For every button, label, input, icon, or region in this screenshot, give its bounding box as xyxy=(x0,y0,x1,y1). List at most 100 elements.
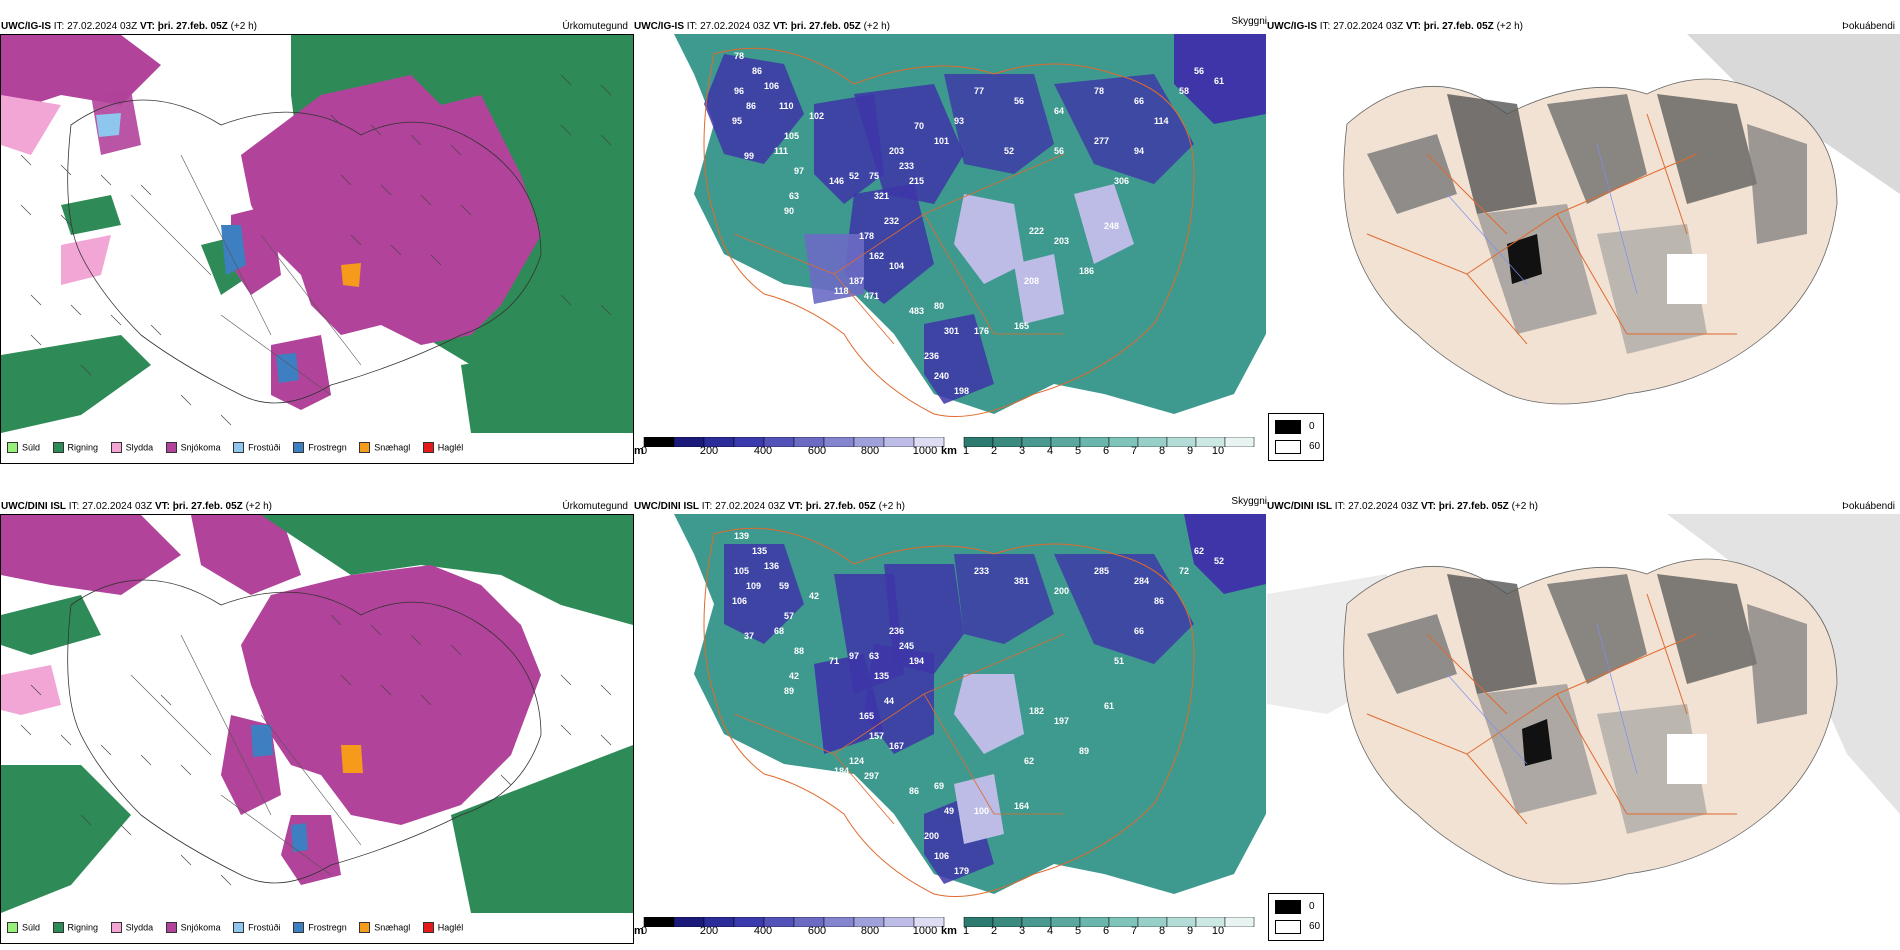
colorbar-swatch xyxy=(883,917,915,927)
panel-title-precip-type: Úrkomutegund xyxy=(562,21,628,32)
legend-label: Slydda xyxy=(125,442,154,453)
visibility-value-label: 88 xyxy=(794,646,804,656)
valid-time: þri. 27.feb. 05Z xyxy=(790,21,861,32)
visibility-value-label: 69 xyxy=(934,781,944,791)
colorbar-swatch xyxy=(643,437,675,447)
legend-swatch xyxy=(233,442,245,454)
visibility-value-label: 51 xyxy=(1114,656,1124,666)
vt-label: VT: xyxy=(139,21,155,32)
legend-label: Frostúði xyxy=(248,442,281,453)
legend-label: Haglél xyxy=(437,922,464,933)
visibility-value-label: 86 xyxy=(752,66,762,76)
visibility-value-label: 90 xyxy=(784,206,794,216)
visibility-value-label: 203 xyxy=(889,146,904,156)
colorbar-swatch xyxy=(913,917,945,927)
colorbar-tick: 6 xyxy=(1102,925,1110,937)
lead-time: (+2 h) xyxy=(878,501,905,512)
legend-label: Frostregn xyxy=(308,442,347,453)
visibility-colorbar-swatches xyxy=(643,917,1255,927)
visibility-map-dini: 139 135 136 105 109 106 59 57 68 37 88 42 42 89 71 97 63… xyxy=(634,514,1266,912)
colorbar-tick: 1000 xyxy=(912,925,938,937)
visibility-value-label: 61 xyxy=(1104,701,1114,711)
legend-swatch xyxy=(7,442,18,454)
visibility-value-label: 165 xyxy=(859,711,874,721)
legend-swatch xyxy=(422,922,434,934)
precip-type-map-canvas xyxy=(1,515,633,913)
legend-label: Slydda xyxy=(125,922,154,933)
panel-header-precip-type: UWC/IG-IS IT: 27.02.2024 03Z VT: þri. 27… xyxy=(1,19,257,35)
vt-label: VT: xyxy=(787,501,803,512)
visibility-value-label: 139 xyxy=(734,531,749,541)
precip-type-legend: Súld Rigning Slydda Snjókoma Frostúði Fr… xyxy=(7,919,473,935)
legend-swatch xyxy=(110,442,122,454)
legend-swatch xyxy=(165,922,177,934)
colorbar-unit-km: km xyxy=(941,925,957,937)
panel-header-fog: UWC/IG-IS IT: 27.02.2024 03Z VT: þri. 27… xyxy=(1267,19,1523,35)
visibility-map-ig: 78 86 106 96 86 95 110 105 111 99 97 102 63 90 146 52 75… xyxy=(634,34,1266,432)
issue-time: 27.02.2024 03Z xyxy=(82,501,153,512)
visibility-value-label: 200 xyxy=(1054,586,1069,596)
visibility-value-label: 89 xyxy=(1079,746,1089,756)
colorbar-tick: 4 xyxy=(1046,445,1054,457)
legend-item: Snæhagl xyxy=(359,919,410,936)
colorbar-unit-km: km xyxy=(941,445,957,457)
visibility-value-label: 187 xyxy=(849,276,864,286)
fog-indicator-legend-ig: 0 60 xyxy=(1268,413,1324,461)
visibility-value-label: 106 xyxy=(732,596,747,606)
visibility-value-label: 105 xyxy=(784,131,799,141)
colorbar-tick: 3 xyxy=(1018,925,1026,937)
legend-swatch xyxy=(52,922,64,934)
legend-item: Haglél xyxy=(422,919,464,936)
colorbar-swatch xyxy=(1224,917,1255,927)
visibility-value-label: 236 xyxy=(924,351,939,361)
lead-time: (+2 h) xyxy=(245,501,272,512)
visibility-value-label: 179 xyxy=(954,866,969,876)
visibility-value-label: 56 xyxy=(1054,146,1064,156)
legend-label: Súld xyxy=(22,922,41,933)
visibility-value-label: 80 xyxy=(934,301,944,311)
visibility-value-label: 165 xyxy=(1014,321,1029,331)
visibility-value-label: 232 xyxy=(884,216,899,226)
visibility-value-label: 58 xyxy=(1179,86,1189,96)
legend-swatch xyxy=(165,442,177,454)
visibility-value-label: 66 xyxy=(1134,626,1144,636)
visibility-value-label: 104 xyxy=(889,261,904,271)
colorbar-tick: 2 xyxy=(990,925,998,937)
visibility-value-label: 99 xyxy=(744,151,754,161)
panel-header-fog: UWC/DINI ISL IT: 27.02.2024 03Z VT: þri.… xyxy=(1267,499,1538,515)
colorbar-tick: 0 xyxy=(640,925,648,937)
visibility-value-label: 89 xyxy=(784,686,794,696)
valid-time: þri. 27.feb. 05Z xyxy=(1423,21,1494,32)
legend-label: Snjókoma xyxy=(180,922,221,933)
legend-swatch-white xyxy=(1275,440,1301,454)
visibility-value-label: 86 xyxy=(1154,596,1164,606)
visibility-value-label: 167 xyxy=(889,741,904,751)
colorbar-tick: 0 xyxy=(640,445,648,457)
legend-label: 60 xyxy=(1309,921,1321,932)
visibility-value-label: 321 xyxy=(874,191,889,201)
visibility-value-label: 306 xyxy=(1114,176,1129,186)
legend-label: Snæhagl xyxy=(374,922,411,933)
colorbar-tick: 7 xyxy=(1130,925,1138,937)
vt-label: VT: xyxy=(154,501,170,512)
visibility-value-label: 248 xyxy=(1104,221,1119,231)
visibility-value-label: 162 xyxy=(869,251,884,261)
visibility-value-label: 236 xyxy=(889,626,904,636)
visibility-value-label: 135 xyxy=(752,546,767,556)
visibility-value-label: 111 xyxy=(774,146,788,156)
it-label: IT: xyxy=(1319,21,1331,32)
vt-label: VT: xyxy=(772,21,788,32)
legend-label: Súld xyxy=(22,442,41,453)
visibility-value-label: 94 xyxy=(1134,146,1144,156)
colorbar-tick: 600 xyxy=(807,925,827,937)
colorbar-tick: 10 xyxy=(1211,445,1225,457)
visibility-value-label: 93 xyxy=(954,116,964,126)
visibility-value-label: 200 xyxy=(924,831,939,841)
legend-item: Snjókoma xyxy=(165,919,221,936)
legend-item: Snæhagl xyxy=(359,439,410,456)
panel-title-precip-type: Úrkomutegund xyxy=(562,501,628,512)
